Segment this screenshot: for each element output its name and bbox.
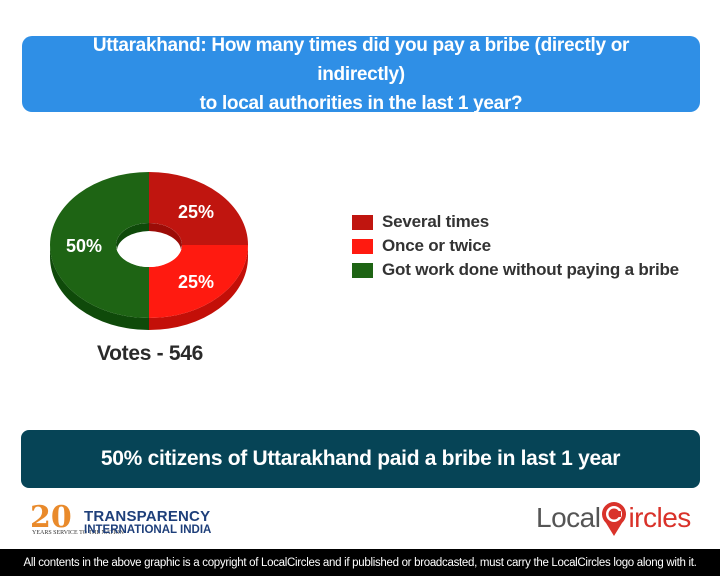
- legend-swatch: [352, 262, 373, 278]
- summary-text: 50% citizens of Uttarakhand paid a bribe…: [100, 447, 621, 470]
- legend-label: Got work done without paying a bribe: [382, 260, 679, 279]
- label-once-or-twice: 25%: [178, 272, 214, 292]
- localcircles-logo: Local ircles: [536, 498, 691, 538]
- slice-once-or-twice: [149, 245, 248, 318]
- label-several-times: 25%: [178, 202, 214, 222]
- donut-chart: 25% 25% 50%: [50, 172, 248, 330]
- legend-swatch: [352, 214, 373, 230]
- ti-years-text: YEARS SERVICE TO THE NATION: [32, 530, 124, 536]
- legend-item-several-times: Several times: [352, 210, 679, 234]
- lc-logo-local: Local: [536, 502, 601, 533]
- copyright-text: All contents in the above graphic is a c…: [23, 556, 697, 569]
- summary-banner: 50% citizens of Uttarakhand paid a bribe…: [21, 430, 700, 488]
- question-line-2: to local authorities in the last 1 year?: [199, 92, 523, 114]
- ti-name-line-2: INTERNATIONAL INDIA: [84, 524, 212, 536]
- slice-got-work-done: [50, 172, 149, 318]
- legend-item-got-work-done: Got work done without paying a bribe: [352, 258, 679, 282]
- donut-depth-red: [149, 245, 248, 330]
- legend-label: Once or twice: [382, 236, 491, 255]
- legend-label: Several times: [382, 212, 490, 231]
- votes-count: Votes - 546: [96, 342, 204, 365]
- copyright-footer: All contents in the above graphic is a c…: [0, 549, 720, 576]
- slice-several-times: [149, 172, 248, 245]
- legend-swatch: [352, 238, 373, 254]
- question-title-banner: Uttarakhand: How many times did you pay …: [22, 35, 700, 114]
- ti-name-line-1: TRANSPARENCY: [84, 508, 211, 525]
- lc-logo-circles: ircles: [628, 502, 691, 533]
- donut-inner-wall-green: [116, 223, 149, 250]
- question-line-1: Uttarakhand: How many times did you pay …: [92, 34, 630, 85]
- chart-legend: Several times Once or twice Got work don…: [352, 210, 679, 282]
- map-pin-icon: [601, 501, 627, 536]
- legend-item-once-or-twice: Once or twice: [352, 234, 679, 258]
- donut-inner-wall-red: [149, 223, 182, 250]
- label-got-work-done: 50%: [66, 236, 102, 256]
- transparency-international-logo: 20 YEARS SERVICE TO THE NATION TRANSPARE…: [28, 500, 218, 544]
- donut-depth-green: [50, 245, 149, 330]
- ti-20-years-emblem: 20: [30, 500, 72, 535]
